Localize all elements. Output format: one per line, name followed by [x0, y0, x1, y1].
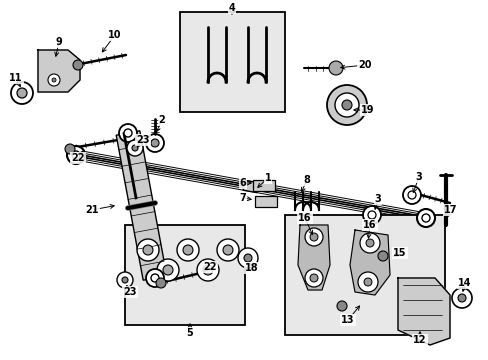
Text: 8: 8 — [303, 175, 310, 185]
Circle shape — [124, 129, 132, 137]
Circle shape — [122, 277, 128, 283]
Circle shape — [457, 294, 465, 302]
Bar — [180, 12, 285, 112]
Circle shape — [334, 93, 358, 117]
Circle shape — [73, 60, 83, 70]
Circle shape — [151, 139, 159, 147]
Text: 16: 16 — [363, 220, 376, 230]
Circle shape — [156, 278, 165, 288]
Circle shape — [117, 272, 133, 288]
Circle shape — [217, 239, 239, 261]
Circle shape — [451, 288, 471, 308]
Circle shape — [67, 146, 85, 164]
Circle shape — [416, 209, 434, 227]
Text: 16: 16 — [298, 213, 311, 223]
Polygon shape — [116, 131, 166, 280]
Text: 23: 23 — [123, 287, 137, 297]
Circle shape — [328, 61, 342, 75]
Circle shape — [146, 269, 163, 287]
Circle shape — [402, 186, 420, 204]
Text: 22: 22 — [203, 262, 216, 272]
Circle shape — [17, 88, 27, 98]
Circle shape — [359, 233, 379, 253]
Text: 15: 15 — [392, 248, 406, 258]
Circle shape — [65, 144, 75, 154]
Bar — [254, 196, 276, 207]
Polygon shape — [243, 180, 258, 193]
Text: 13: 13 — [341, 315, 354, 325]
Text: 5: 5 — [186, 328, 193, 338]
Text: 21: 21 — [85, 205, 99, 215]
Bar — [285, 215, 444, 335]
Text: 12: 12 — [412, 335, 426, 345]
Circle shape — [365, 239, 373, 247]
Circle shape — [151, 274, 159, 282]
Text: 11: 11 — [9, 73, 23, 83]
Circle shape — [357, 272, 377, 292]
Circle shape — [421, 214, 429, 222]
Bar — [125, 225, 244, 325]
Polygon shape — [349, 230, 389, 295]
Polygon shape — [38, 50, 80, 92]
Circle shape — [137, 239, 159, 261]
Text: 1: 1 — [264, 173, 271, 183]
Text: 6: 6 — [239, 178, 246, 188]
Circle shape — [238, 248, 258, 268]
Circle shape — [157, 259, 179, 281]
Circle shape — [309, 233, 317, 241]
Circle shape — [142, 245, 153, 255]
Circle shape — [163, 265, 173, 275]
Circle shape — [341, 100, 351, 110]
Text: 3: 3 — [415, 172, 422, 182]
Text: 3: 3 — [374, 194, 381, 204]
Text: 17: 17 — [443, 205, 457, 215]
Text: 4: 4 — [228, 3, 235, 13]
Circle shape — [127, 140, 142, 156]
Text: 23: 23 — [136, 135, 149, 145]
Polygon shape — [297, 225, 329, 290]
Circle shape — [203, 265, 213, 275]
Circle shape — [72, 151, 80, 159]
Circle shape — [146, 134, 163, 152]
Circle shape — [326, 85, 366, 125]
Circle shape — [336, 301, 346, 311]
Circle shape — [223, 245, 232, 255]
Polygon shape — [397, 278, 449, 345]
Circle shape — [183, 245, 193, 255]
Circle shape — [367, 211, 375, 219]
Circle shape — [48, 74, 60, 86]
Text: 18: 18 — [244, 263, 258, 273]
Bar — [252, 180, 274, 191]
Text: 20: 20 — [358, 60, 371, 70]
Text: 10: 10 — [108, 30, 122, 40]
Circle shape — [305, 269, 323, 287]
Circle shape — [407, 191, 415, 199]
Circle shape — [197, 259, 219, 281]
Text: 22: 22 — [71, 153, 84, 163]
Circle shape — [52, 78, 56, 82]
Circle shape — [305, 228, 323, 246]
Text: 7: 7 — [239, 193, 246, 203]
Circle shape — [119, 124, 137, 142]
Circle shape — [132, 145, 138, 151]
Text: 9: 9 — [56, 37, 62, 47]
Text: 14: 14 — [457, 278, 471, 288]
Circle shape — [377, 251, 387, 261]
Circle shape — [177, 239, 199, 261]
Circle shape — [244, 254, 251, 262]
Text: 2: 2 — [158, 115, 165, 125]
Circle shape — [11, 82, 33, 104]
Circle shape — [309, 274, 317, 282]
Circle shape — [363, 278, 371, 286]
Circle shape — [362, 206, 380, 224]
Text: 19: 19 — [361, 105, 374, 115]
